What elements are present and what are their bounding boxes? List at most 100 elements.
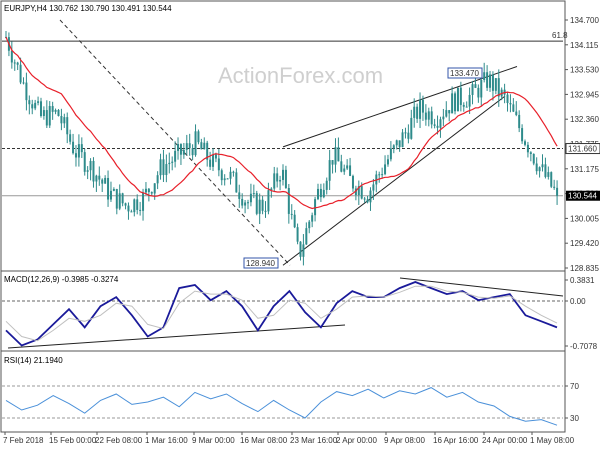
time-tick-label: 16 Mar 08:00 — [240, 436, 288, 445]
macd-support-line — [7, 324, 346, 349]
candle-body — [174, 150, 177, 162]
candle-body — [550, 172, 553, 187]
candle-body — [398, 140, 401, 148]
rsi-line — [5, 387, 558, 426]
candle-body — [462, 104, 465, 107]
candles — [5, 30, 559, 266]
candle-body — [165, 164, 168, 176]
candle-body — [480, 79, 483, 98]
rsi-lines — [5, 387, 558, 426]
time-tick-label: 9 Mar 00:00 — [192, 436, 235, 445]
candle-body — [337, 147, 340, 162]
candle-body — [486, 72, 489, 88]
low-price-box — [243, 257, 279, 269]
candle-body — [63, 117, 66, 124]
price-tick-label: 128.835 — [570, 264, 599, 273]
rsi-header: RSI(14) 21.1940 — [4, 356, 63, 365]
candle-body — [322, 189, 325, 198]
macd-tick-label: 0.3831 — [570, 276, 595, 285]
candle-body — [48, 106, 51, 126]
candle-body — [372, 184, 375, 191]
candle-body — [494, 78, 497, 91]
time-tick-label: 2 Apr 00:00 — [336, 436, 377, 445]
candle-body — [241, 198, 244, 206]
candle-body — [378, 174, 381, 176]
candle-body — [261, 199, 264, 211]
candle-body — [28, 100, 31, 105]
candle-body — [512, 104, 515, 112]
candle-body — [37, 101, 40, 103]
moving-average — [5, 36, 558, 210]
candle-body — [203, 142, 206, 150]
candle-body — [25, 82, 28, 101]
candle-body — [66, 117, 69, 135]
candle-body — [249, 193, 252, 203]
candle-body — [284, 169, 287, 188]
candle-body — [366, 199, 369, 203]
last-price-box — [566, 190, 600, 201]
time-tick-label: 1 Mar 16:00 — [145, 436, 188, 445]
candle-body — [127, 205, 130, 212]
candle-body — [279, 179, 282, 182]
candle-body — [349, 165, 352, 176]
horizontal-levels: 61.8 — [2, 31, 568, 419]
candle-body — [489, 74, 492, 88]
candle-body — [104, 177, 107, 184]
candle-body — [80, 144, 83, 153]
time-tick-label: 9 Apr 08:00 — [384, 436, 425, 445]
candle-body — [171, 161, 174, 163]
candle-body — [101, 179, 104, 184]
candle-body — [369, 190, 372, 203]
candle-body — [238, 192, 241, 199]
candle-body — [424, 112, 427, 120]
candle-body — [273, 173, 276, 189]
rsi-panel-frame — [0, 350, 566, 433]
candle-body — [442, 116, 445, 120]
candle-body — [538, 167, 541, 172]
candle-body — [515, 111, 518, 115]
candle-body — [427, 111, 430, 120]
candle-body — [526, 144, 529, 153]
main-header: EURJPY,H4 130.762 130.790 130.491 130.54… — [4, 4, 172, 13]
high-price-box — [447, 67, 483, 79]
candle-body — [416, 106, 419, 119]
fib-61-8-label: 61.8 — [552, 31, 568, 40]
time-tick-label: 22 Feb 08:00 — [95, 436, 143, 445]
candle-body — [407, 132, 410, 139]
candle-body — [290, 213, 293, 215]
candle-body — [553, 186, 556, 188]
candle-body — [13, 62, 16, 64]
candle-body — [77, 144, 80, 158]
candle-body — [360, 186, 363, 199]
time-tick-label: 23 Mar 16:00 — [290, 436, 338, 445]
candle-body — [139, 209, 142, 211]
candle-body — [547, 172, 550, 177]
high-price-label: 133.470 — [450, 69, 479, 78]
candle-body — [217, 158, 220, 171]
candle-body — [31, 104, 34, 109]
resistance-price-box — [565, 143, 600, 155]
candle-body — [226, 178, 229, 180]
candle-body — [188, 143, 191, 149]
candle-body — [185, 143, 188, 150]
candle-body — [39, 101, 42, 117]
candle-body — [454, 93, 457, 112]
candle-body — [325, 180, 328, 190]
candle-body — [346, 165, 349, 169]
candle-body — [194, 131, 197, 156]
candle-body — [483, 72, 486, 80]
candle-body — [247, 202, 250, 204]
macd-tick-label: 0.00 — [570, 297, 586, 306]
candle-body — [252, 193, 255, 195]
candle-body — [95, 175, 98, 182]
candle-body — [118, 193, 121, 209]
low-price-label: 128.940 — [246, 259, 275, 268]
candle-body — [343, 168, 346, 172]
macd-main-line — [5, 281, 558, 347]
candle-body — [98, 175, 101, 180]
candle-body — [535, 163, 538, 172]
candle-body — [319, 188, 322, 198]
candle-body — [529, 152, 532, 154]
candle-body — [220, 170, 223, 181]
